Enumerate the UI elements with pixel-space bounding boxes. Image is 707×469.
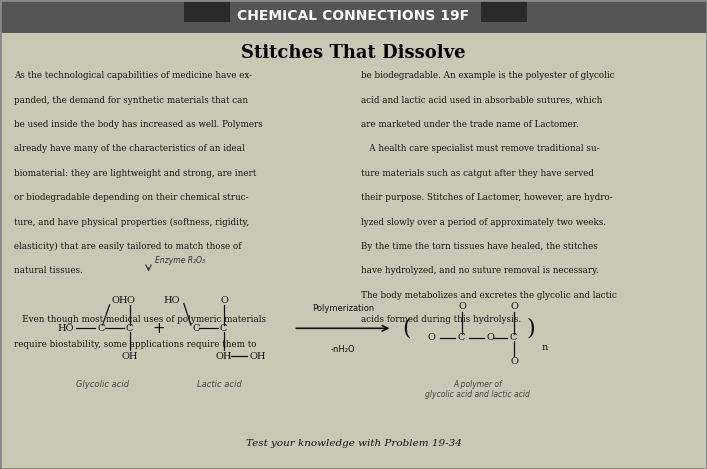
Text: C: C bbox=[457, 333, 464, 342]
Text: HO: HO bbox=[58, 324, 74, 333]
Text: acids formed during this hydrolysis.: acids formed during this hydrolysis. bbox=[361, 315, 520, 324]
Text: OH: OH bbox=[122, 352, 139, 361]
Text: HO: HO bbox=[164, 295, 180, 305]
Text: panded, the demand for synthetic materials that can: panded, the demand for synthetic materia… bbox=[14, 96, 248, 105]
Text: be used inside the body has increased as well. Polymers: be used inside the body has increased as… bbox=[14, 120, 263, 129]
Text: Glycolic acid: Glycolic acid bbox=[76, 380, 129, 389]
Bar bbox=[0, 0, 707, 33]
Text: ture materials such as catgut after they have served: ture materials such as catgut after they… bbox=[361, 169, 593, 178]
Text: ): ) bbox=[526, 318, 534, 339]
Text: O: O bbox=[510, 302, 518, 311]
Text: (: ( bbox=[402, 318, 411, 339]
Text: natural tissues.: natural tissues. bbox=[14, 266, 83, 275]
Text: ture, and have physical properties (softness, rigidity,: ture, and have physical properties (soft… bbox=[14, 218, 250, 227]
Text: C: C bbox=[192, 324, 199, 333]
Text: Stitches That Dissolve: Stitches That Dissolve bbox=[241, 44, 466, 61]
Bar bbox=[481, 0, 527, 22]
Text: C: C bbox=[509, 333, 516, 342]
Text: O: O bbox=[510, 356, 518, 366]
Text: Test your knowledge with Problem 19-34: Test your knowledge with Problem 19-34 bbox=[245, 439, 462, 448]
Text: lyzed slowly over a period of approximately two weeks.: lyzed slowly over a period of approximat… bbox=[361, 218, 606, 227]
Text: elasticity) that are easily tailored to match those of: elasticity) that are easily tailored to … bbox=[14, 242, 242, 251]
Text: n: n bbox=[542, 342, 547, 352]
Text: O: O bbox=[458, 302, 467, 311]
Text: By the time the torn tissues have healed, the stitches: By the time the torn tissues have healed… bbox=[361, 242, 597, 251]
Text: O: O bbox=[126, 295, 134, 305]
Text: already have many of the characteristics of an ideal: already have many of the characteristics… bbox=[14, 144, 245, 153]
Text: biomaterial: they are lightweight and strong, are inert: biomaterial: they are lightweight and st… bbox=[14, 169, 257, 178]
Text: O: O bbox=[220, 295, 228, 305]
Text: OH: OH bbox=[112, 295, 128, 305]
Text: C: C bbox=[98, 324, 105, 333]
Text: or biodegradable depending on their chemical struc-: or biodegradable depending on their chem… bbox=[14, 193, 249, 202]
Text: O: O bbox=[427, 333, 436, 342]
Text: acid and lactic acid used in absorbable sutures, which: acid and lactic acid used in absorbable … bbox=[361, 96, 602, 105]
Text: their purpose. Stitches of Lactomer, however, are hydro-: their purpose. Stitches of Lactomer, how… bbox=[361, 193, 612, 202]
Text: +: + bbox=[153, 321, 165, 336]
Text: require biostability, some applications require them to: require biostability, some applications … bbox=[14, 340, 257, 348]
Text: are marketed under the trade name of Lactomer.: are marketed under the trade name of Lac… bbox=[361, 120, 578, 129]
Text: Even though most medical uses of polymeric materials: Even though most medical uses of polymer… bbox=[14, 315, 266, 324]
Text: Enzyme R₂O₃: Enzyme R₂O₃ bbox=[156, 256, 205, 265]
Text: have hydrolyzed, and no suture removal is necessary.: have hydrolyzed, and no suture removal i… bbox=[361, 266, 598, 275]
Text: CHEMICAL CONNECTIONS 19F: CHEMICAL CONNECTIONS 19F bbox=[238, 9, 469, 23]
Text: be biodegradable. An example is the polyester of glycolic: be biodegradable. An example is the poly… bbox=[361, 71, 614, 80]
Text: OH: OH bbox=[216, 352, 233, 361]
Bar bbox=[184, 0, 230, 22]
Text: The body metabolizes and excretes the glycolic and lactic: The body metabolizes and excretes the gl… bbox=[361, 291, 617, 300]
Text: A health care specialist must remove traditional su-: A health care specialist must remove tra… bbox=[361, 144, 600, 153]
Text: OH: OH bbox=[250, 352, 266, 361]
Text: C: C bbox=[125, 324, 132, 333]
Text: As the technological capabilities of medicine have ex-: As the technological capabilities of med… bbox=[14, 71, 252, 80]
Text: O: O bbox=[486, 333, 494, 342]
Text: Lactic acid: Lactic acid bbox=[197, 380, 242, 389]
Text: A polymer of
glycolic acid and lactic acid: A polymer of glycolic acid and lactic ac… bbox=[425, 379, 530, 399]
Text: C: C bbox=[219, 324, 226, 333]
Text: Polymerization: Polymerization bbox=[312, 304, 374, 313]
Text: -nH₂O: -nH₂O bbox=[331, 345, 355, 354]
